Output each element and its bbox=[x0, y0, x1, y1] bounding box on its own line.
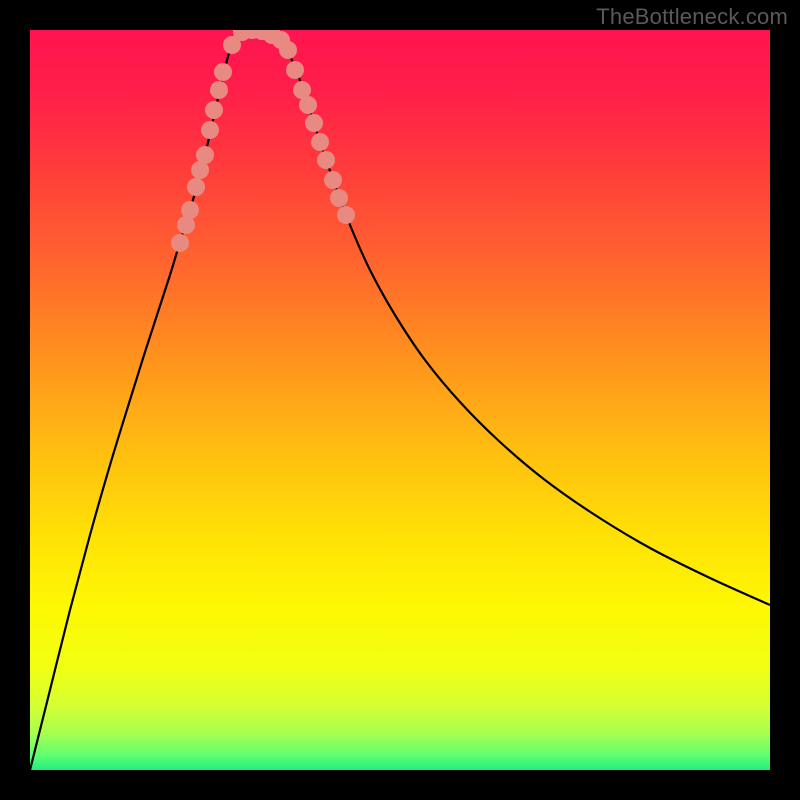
data-dots bbox=[171, 30, 355, 252]
data-dot bbox=[210, 81, 228, 99]
plot-area bbox=[30, 30, 770, 770]
data-dot bbox=[205, 101, 223, 119]
data-dot bbox=[196, 146, 214, 164]
data-dot bbox=[279, 41, 297, 59]
chart-frame: TheBottleneck.com bbox=[0, 0, 800, 800]
bottleneck-curve bbox=[30, 30, 770, 770]
data-dot bbox=[214, 63, 232, 81]
data-dot bbox=[171, 234, 189, 252]
watermark-text: TheBottleneck.com bbox=[596, 4, 788, 30]
data-dot bbox=[181, 201, 199, 219]
data-dot bbox=[299, 96, 317, 114]
data-dot bbox=[337, 206, 355, 224]
data-dot bbox=[305, 114, 323, 132]
curve-right bbox=[248, 30, 770, 605]
data-dot bbox=[330, 189, 348, 207]
data-dot bbox=[286, 61, 304, 79]
data-dot bbox=[201, 121, 219, 139]
curve-left bbox=[30, 30, 248, 770]
data-dot bbox=[311, 133, 329, 151]
data-dot bbox=[317, 151, 335, 169]
data-dot bbox=[324, 171, 342, 189]
data-dot bbox=[187, 178, 205, 196]
